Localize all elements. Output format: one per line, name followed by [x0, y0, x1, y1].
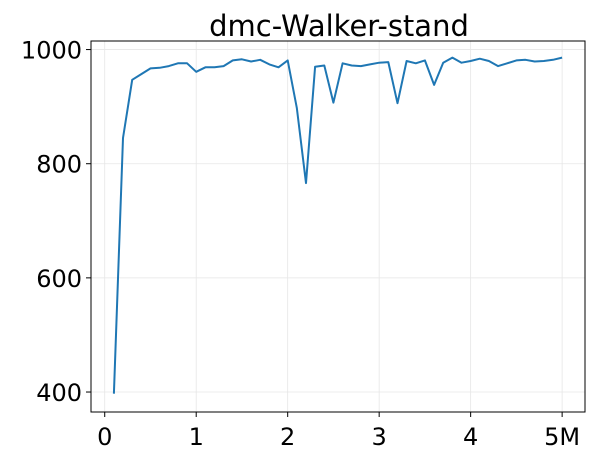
chart-title: dmc-Walker-stand: [209, 9, 469, 43]
grid-lines: [91, 41, 585, 412]
y-tick-label: 800: [36, 151, 82, 179]
x-tick-label: 0: [97, 423, 112, 451]
x-tick-label: 3: [372, 423, 387, 451]
y-tick-label: 400: [36, 379, 82, 407]
x-tick-label: 5M: [544, 423, 580, 451]
x-tick-label: 4: [463, 423, 478, 451]
x-tick-label: 1: [189, 423, 204, 451]
y-tick-label: 600: [36, 265, 82, 293]
series-layer: [112, 56, 563, 394]
axis-ticks: 0 1 2 3 4 5M 400 600 800 1000: [21, 37, 580, 451]
y-tick-label: 1000: [21, 37, 82, 65]
plot-frame: [90, 40, 586, 413]
x-tick-label: 2: [280, 423, 295, 451]
series-line: [112, 56, 563, 394]
